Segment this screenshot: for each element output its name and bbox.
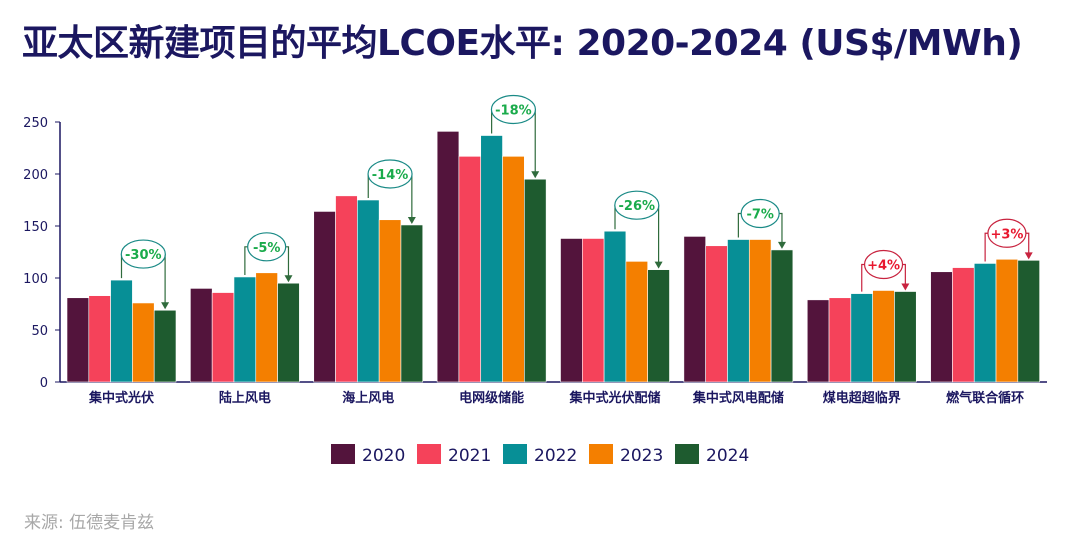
change-bubble [367,159,413,189]
bar-2022-2 [357,199,380,383]
bar-2022-5 [727,239,750,383]
change-label: -18% [495,104,532,119]
bar-2021-2 [335,195,358,383]
change-label: -5% [253,241,280,256]
y-tick-label: 0 [40,376,48,391]
arrow-head-icon [777,241,786,249]
x-tick-label: 煤电超超临界 [823,390,901,406]
bar-2022-3 [480,135,503,383]
legend-label: 2021 [448,446,491,466]
change-label: -26% [619,199,656,214]
bar-2020-4 [560,238,583,383]
bar-2024-7 [1017,260,1040,383]
bar-2023-5 [748,239,772,383]
bracket-line [244,246,248,275]
bar-2024-0 [153,309,177,383]
bar-2021-6 [828,297,852,383]
arrow-line [902,263,906,285]
bar-2021-7 [952,267,975,383]
change-label: +3% [990,227,1023,242]
bar-2023-6 [872,290,895,383]
y-tick-label: 50 [31,324,48,339]
bar-2021-4 [581,238,605,383]
bracket-line [737,212,742,238]
chart-title: 亚太区新建项目的平均LCOE水平: 2020-2024 (US$/MWh) [22,23,1023,64]
change-bubble [614,190,660,220]
legend-label: 2020 [362,446,405,466]
bar-2020-1 [190,288,213,383]
bar-2022-6 [850,293,873,383]
arrow-line [779,212,783,243]
legend-label: 2024 [706,446,749,466]
legend-swatch-2024 [675,444,699,464]
y-tick-label: 150 [23,220,48,235]
bar-2022-1 [233,276,257,383]
arrow-head-icon [531,171,540,179]
arrow-line [1025,232,1030,254]
bracket-line [861,263,865,292]
bar-2020-3 [436,131,460,383]
legend-swatch-2023 [589,444,613,464]
bar-2020-0 [66,297,90,383]
bar-2020-5 [683,236,706,383]
x-tick-label: 集中式风电配储 [692,390,784,406]
bar-2023-1 [255,272,278,383]
change-bubble [987,218,1027,248]
bar-2023-2 [378,219,402,383]
change-bubble [863,249,904,280]
change-label: -7% [746,208,773,223]
change-bubble [120,239,166,269]
legend-swatch-2020 [331,444,355,464]
arrow-head-icon [901,283,910,291]
arrow-head-icon [407,216,416,224]
bar-2021-1 [211,292,235,383]
bar-2021-5 [705,245,728,383]
y-tick-label: 100 [23,272,48,287]
source-note: 来源: 伍德麦肯兹 [24,513,155,533]
bar-2021-0 [88,295,111,383]
bar-2024-4 [647,269,670,383]
arrow-line [285,246,290,277]
bar-2024-1 [277,282,300,383]
x-tick-label: 陆上风电 [219,390,271,406]
change-bubble [740,198,780,229]
bar-2024-5 [770,249,794,383]
change-bubble [247,232,287,262]
y-tick-label: 250 [23,116,48,131]
bar-2024-2 [400,224,424,383]
arrow-head-icon [1024,252,1033,260]
bar-2022-0 [110,279,133,383]
x-tick-label: 燃气联合循环 [946,390,1024,406]
bar-2022-7 [973,263,997,383]
x-tick-label: 电网级储能 [459,390,524,406]
arrow-head-icon [161,302,170,310]
x-tick-label: 集中式光伏配储 [568,390,660,406]
bracket-line [984,232,988,262]
bar-2023-7 [995,258,1019,383]
bar-2024-6 [894,291,917,383]
bar-2021-3 [458,156,482,383]
legend-label: 2023 [620,446,663,466]
legend-swatch-2021 [417,444,441,464]
bar-2023-4 [625,261,649,383]
bar-2020-2 [313,211,336,383]
x-tick-label: 集中式光伏 [88,390,154,406]
bar-2024-3 [524,178,547,383]
arrow-head-icon [654,261,663,269]
change-label: -30% [125,248,162,263]
bar-2023-0 [132,302,155,383]
legend-swatch-2022 [503,444,527,464]
y-tick-label: 200 [23,168,48,183]
bar-2020-6 [806,299,830,383]
arrow-head-icon [284,275,293,283]
legend-label: 2022 [534,446,577,466]
bar-2022-4 [603,230,627,383]
change-label: +4% [867,258,900,273]
change-bubble [490,94,537,125]
change-label: -14% [372,168,409,183]
bar-2023-3 [502,156,525,383]
bar-2020-7 [930,271,953,383]
x-tick-label: 海上风电 [342,390,394,406]
